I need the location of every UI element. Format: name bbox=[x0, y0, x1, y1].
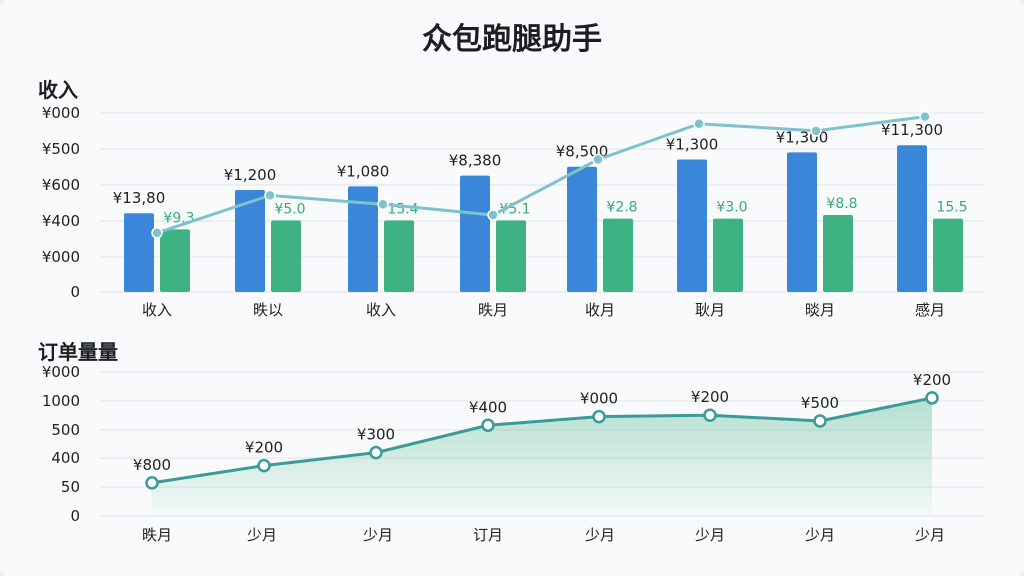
y-tick-label: ¥000 bbox=[42, 363, 80, 381]
orders-point-label: ¥200 bbox=[691, 388, 729, 406]
x-tick-label: 少月 bbox=[585, 526, 615, 544]
x-tick-label: 昳月 bbox=[478, 301, 508, 319]
secondary-bar bbox=[160, 229, 190, 292]
revenue-trend-line bbox=[156, 115, 926, 235]
x-tick-label: 昳月 bbox=[142, 526, 172, 544]
revenue-bar-label: ¥8,380 bbox=[449, 152, 502, 170]
secondary-bar-label: ¥8.8 bbox=[826, 196, 857, 212]
revenue-chart-title: 收入 bbox=[38, 78, 78, 102]
line-point bbox=[151, 227, 163, 239]
line-point bbox=[810, 125, 822, 137]
revenue-bar bbox=[787, 152, 817, 292]
orders-area bbox=[152, 397, 932, 516]
x-tick-label: 昳以 bbox=[253, 301, 283, 319]
orders-point bbox=[703, 408, 717, 422]
x-tick-label: 少月 bbox=[915, 526, 945, 544]
line-point bbox=[377, 198, 389, 211]
revenue-bar bbox=[348, 186, 378, 292]
line-point bbox=[487, 209, 499, 221]
y-tick-label: ¥000 bbox=[42, 104, 80, 122]
y-tick-label: 50 bbox=[61, 478, 80, 496]
orders-point bbox=[257, 458, 271, 473]
secondary-bar-label: ¥5.0 bbox=[274, 201, 305, 217]
line-point bbox=[264, 189, 276, 202]
orders-line bbox=[151, 396, 933, 485]
secondary-bar bbox=[384, 220, 414, 292]
line-point bbox=[919, 110, 931, 123]
orders-point-label: ¥300 bbox=[357, 426, 395, 444]
orders-point-label: ¥000 bbox=[580, 390, 618, 408]
x-tick-label: 收入 bbox=[366, 301, 396, 319]
secondary-bar bbox=[933, 218, 963, 292]
y-tick-label: ¥400 bbox=[42, 212, 80, 230]
x-tick-label: 收入 bbox=[142, 301, 172, 319]
revenue-bar bbox=[567, 166, 597, 292]
revenue-bar-label: ¥1,300 bbox=[666, 136, 719, 154]
x-tick-label: 感月 bbox=[915, 301, 945, 319]
orders-point bbox=[369, 445, 383, 460]
y-tick-label: ¥000 bbox=[42, 248, 80, 266]
y-tick-label: 400 bbox=[51, 449, 80, 467]
revenue-bar bbox=[677, 159, 707, 292]
orders-point-label: ¥500 bbox=[801, 394, 839, 412]
revenue-bar bbox=[124, 213, 154, 292]
x-tick-label: 耿月 bbox=[695, 301, 725, 319]
orders-point bbox=[592, 409, 606, 424]
orders-point bbox=[813, 414, 827, 428]
revenue-bar bbox=[235, 189, 265, 292]
x-tick-label: 少月 bbox=[695, 526, 725, 544]
orders-chart-title: 订单量量 bbox=[38, 340, 118, 364]
orders-point-label: ¥400 bbox=[469, 398, 507, 416]
page-title: 众包跑腿助手 bbox=[422, 22, 602, 57]
x-tick-label: 少月 bbox=[247, 526, 277, 544]
y-tick-label: ¥500 bbox=[42, 140, 80, 158]
secondary-bar bbox=[603, 218, 633, 292]
x-tick-label: 收月 bbox=[585, 301, 615, 319]
secondary-bar-label: ¥2.8 bbox=[606, 200, 637, 216]
y-tick-label: 0 bbox=[70, 507, 80, 525]
revenue-bar-label: ¥1,080 bbox=[337, 162, 390, 180]
y-tick-label: 1000 bbox=[42, 392, 80, 410]
secondary-bar bbox=[713, 218, 743, 292]
y-tick-label: ¥600 bbox=[42, 176, 80, 194]
secondary-bar-label: 15.5 bbox=[936, 200, 967, 216]
revenue-bar bbox=[460, 175, 490, 292]
secondary-bar bbox=[496, 220, 526, 292]
orders-point bbox=[481, 418, 495, 433]
line-point bbox=[693, 117, 705, 130]
orders-point-label: ¥800 bbox=[133, 456, 171, 474]
y-tick-label: 500 bbox=[51, 421, 80, 439]
revenue-bar-label: ¥11,300 bbox=[881, 121, 943, 139]
revenue-bar-label: ¥1,200 bbox=[224, 166, 277, 184]
secondary-bar bbox=[271, 220, 301, 292]
secondary-bar-label: ¥3.0 bbox=[716, 200, 747, 216]
y-tick-label: 0 bbox=[70, 283, 80, 301]
line-point bbox=[592, 153, 604, 166]
orders-point-label: ¥200 bbox=[913, 371, 951, 389]
revenue-bar-label: ¥13,80 bbox=[113, 189, 166, 207]
x-tick-label: 订月 bbox=[473, 526, 503, 544]
orders-point bbox=[145, 476, 159, 490]
secondary-bar bbox=[823, 215, 853, 292]
x-tick-label: 少月 bbox=[363, 526, 393, 544]
revenue-bar bbox=[897, 145, 927, 292]
x-tick-label: 晱月 bbox=[805, 301, 835, 319]
orders-point bbox=[925, 391, 939, 405]
orders-point-label: ¥200 bbox=[245, 439, 283, 457]
x-tick-label: 少月 bbox=[805, 526, 835, 544]
secondary-bar-label: ¥5.1 bbox=[499, 201, 530, 217]
